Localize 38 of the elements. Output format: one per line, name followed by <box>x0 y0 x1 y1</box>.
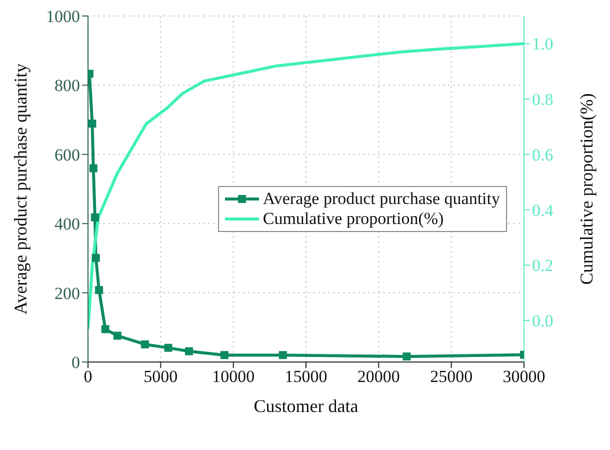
point <box>101 325 110 334</box>
x-tick-label: 10000 <box>212 367 255 386</box>
y2-tick-label: 1.0 <box>532 34 554 54</box>
y2-axis-title: Cumulative proportion(%) <box>576 93 596 285</box>
x-tick-label: 15000 <box>284 367 328 386</box>
x-tick-label: 25000 <box>430 367 473 386</box>
point <box>402 352 411 360</box>
point <box>88 120 96 128</box>
y-tick-label: 400 <box>54 214 80 234</box>
y-axis-title: Average product purchase quantity <box>10 63 30 315</box>
point <box>90 213 99 222</box>
y-tick-label: 200 <box>54 284 80 303</box>
point <box>92 254 100 262</box>
y2-tick-label: 0.6 <box>532 145 554 164</box>
y2-tick-label: 0.2 <box>532 256 554 276</box>
point <box>140 340 149 348</box>
y-tick-label: 600 <box>54 145 80 164</box>
y-tick-label: 800 <box>54 76 80 96</box>
x-tick-label: 30000 <box>502 367 546 386</box>
x-tick-label: 5000 <box>144 367 178 386</box>
point <box>185 347 194 356</box>
point <box>220 351 228 360</box>
x-axis-title: Customer data <box>254 396 358 416</box>
x-tick-label: 0 <box>84 367 92 386</box>
y2-tick-label: 0.0 <box>532 312 554 331</box>
legend-label: Average product purchase quantity <box>262 189 500 209</box>
line-series <box>88 42 524 330</box>
y-tick-label: 1000 <box>46 7 80 26</box>
y2-tick-label: 0.8 <box>532 90 554 110</box>
point <box>89 164 98 172</box>
y2-tick-label: 0.4 <box>532 200 554 220</box>
point <box>164 344 172 352</box>
point <box>278 351 287 360</box>
point <box>95 286 104 294</box>
point <box>113 332 122 340</box>
x-tick-label: 20000 <box>357 367 400 386</box>
legend-label: Cumulative proportion(%) <box>262 209 444 229</box>
y-tick-label: 0 <box>72 353 80 372</box>
